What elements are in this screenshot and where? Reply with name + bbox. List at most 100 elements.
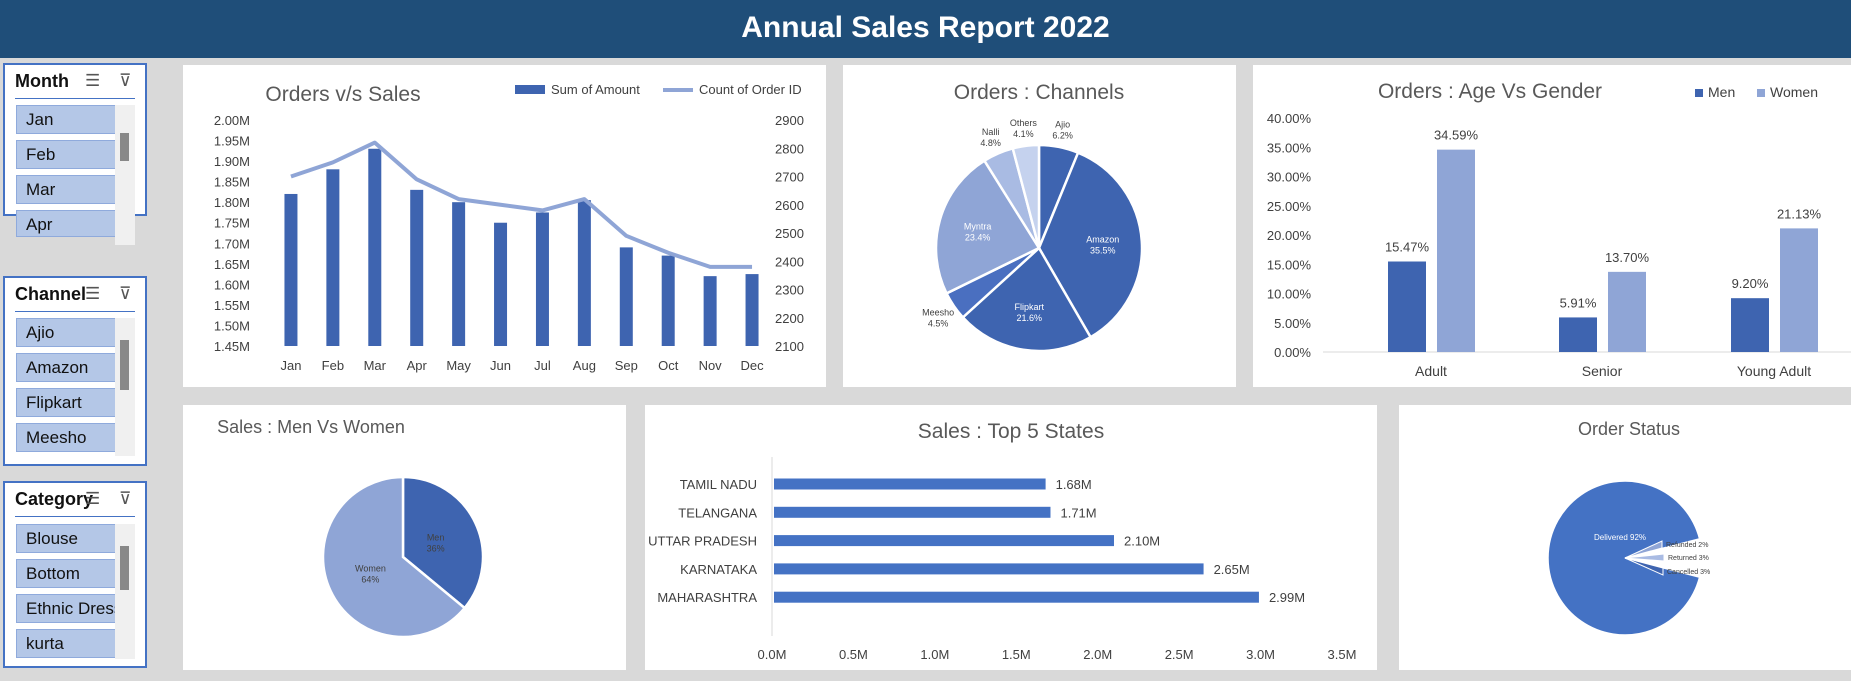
clear-filter-icon[interactable]: ⊽ [119,284,132,303]
x-tick-label: 2.0M [1083,647,1112,662]
top-states-chart: Sales : Top 5 States 0.0M 0.5M 1.0M 1.5M 2.0M… [648,420,1357,662]
slicer-item-meesho[interactable]: Meesho [16,423,134,452]
bar-sum-of-amount [452,202,466,346]
right-tick-label: 2700 [775,170,804,185]
x-tick-label: Jun [490,358,511,373]
scrollbar-thumb[interactable] [120,133,129,161]
right-tick-label: 2400 [775,254,804,269]
order-status-chart: Order Status Delivered 92% Refunded 2% Retu… [1547,419,1710,636]
bar-men [1559,317,1597,352]
y-tick-label: 0.00% [1274,345,1311,360]
x-tick-label: Young Adult [1737,363,1811,379]
slicer-scrollbar[interactable] [115,318,135,456]
month-slicer-title: Month [15,71,69,91]
bar-sum-of-amount [326,169,340,346]
left-tick-label: 1.65M [214,257,250,272]
left-tick-label: 1.75M [214,216,250,231]
age-vs-gender-panel: Orders : Age Vs Gender Men Women 40.00% 35.0… [1253,65,1851,387]
scrollbar-thumb[interactable] [120,340,129,390]
slice-percent: 6.2% [1052,130,1073,140]
line-count-of-order-id [290,140,753,269]
slicer-item-ethnic-dress[interactable]: Ethnic Dress [16,594,134,623]
data-label: 15.47% [1385,240,1430,255]
slicer-item-kurta[interactable]: kurta [16,629,134,658]
data-label: 34.59% [1434,128,1479,143]
clear-filter-icon[interactable]: ⊽ [119,489,132,508]
bar-women [1780,228,1818,352]
slicer-item-jan[interactable]: Jan [16,105,134,134]
legend-swatch-sum-of-amount [515,85,545,94]
slicer-item-ajio[interactable]: Ajio [16,318,134,347]
category-slicer[interactable]: Category ☰ ⊽ Blouse Bottom Ethnic Dress … [3,481,147,668]
month-slicer[interactable]: Month ☰ ⊽ Jan Feb Mar Apr [3,63,147,245]
multi-select-icon[interactable]: ☰ [85,489,101,508]
slicer-item-amazon[interactable]: Amazon [16,353,134,382]
y-tick-label: 20.00% [1267,228,1312,243]
slicer-item-bottom[interactable]: Bottom [16,559,134,588]
slice-label: Myntra [964,221,992,231]
top-states-panel: Sales : Top 5 States 0.0M 0.5M 1.0M 1.5M 2.0M… [645,405,1377,670]
y-tick-label: KARNATAKA [680,562,757,577]
slicer-item-flipkart[interactable]: Flipkart [16,388,134,417]
data-label: 5.91% [1560,295,1597,310]
slicer-item-apr[interactable]: Apr [16,210,134,237]
bar-men [1388,261,1426,352]
slice-percent: 4.1% [1013,129,1034,139]
bar-sum-of-amount [494,222,508,346]
slicer-scrollbar[interactable] [115,524,135,659]
slicer-scrollbar[interactable] [115,105,135,245]
chart-title: Orders : Channels [954,81,1124,104]
pie-slice-returned [1624,553,1665,562]
x-tick-label: Apr [407,358,428,373]
data-label: 9.20% [1732,276,1769,291]
left-tick-label: 1.60M [214,277,250,292]
multi-select-icon[interactable]: ☰ [85,71,101,90]
slice-percent: 4.8% [980,138,1001,148]
scrollbar-thumb[interactable] [120,546,129,590]
slice-percent: 64% [361,574,379,584]
pie-slice-delivered [1547,480,1701,636]
slicer-divider [15,516,135,517]
chart-title: Order Status [1578,419,1680,439]
slicer-item-blouse[interactable]: Blouse [16,524,134,553]
slice-percent: 23.4% [965,232,991,242]
pie-slice-cancelled [1624,557,1664,576]
sales-men-vs-women-panel: Sales : Men Vs Women Men 36% Women 64% [183,405,626,670]
bar-women [1437,149,1475,352]
left-tick-label: 1.45M [214,339,250,354]
slice-label: Returned 3% [1668,555,1709,562]
legend-label: Women [1770,84,1818,100]
slice-label: Flipkart [1014,302,1044,312]
clear-filter-icon[interactable]: ⊽ [119,71,132,90]
bar-sum-of-amount [284,193,298,346]
pie-slice-women [321,475,467,639]
multi-select-icon[interactable]: ☰ [85,284,101,303]
right-tick-label: 2100 [775,339,804,354]
channel-slicer[interactable]: Channel ☰ ⊽ Ajio Amazon Flipkart Meesho [3,276,147,466]
bar-men [1731,298,1769,352]
slice-label: Delivered 92% [1594,533,1646,542]
slice-label: Others [1010,118,1038,128]
x-tick-label: 1.0M [920,647,949,662]
left-tick-label: 1.55M [214,298,250,313]
bar-state [774,563,1204,575]
y-tick-label: TAMIL NADU [680,477,757,492]
bar-state [774,506,1051,518]
slice-label: Refunded 2% [1666,542,1708,549]
slice-label: Nalli [982,127,1000,137]
slicer-item-mar[interactable]: Mar [16,175,134,204]
y-tick-label: 30.00% [1267,170,1312,185]
right-tick-label: 2900 [775,113,804,128]
y-tick-label: 35.00% [1267,140,1312,155]
right-tick-label: 2600 [775,198,804,213]
left-tick-label: 1.85M [214,175,250,190]
legend-label: Sum of Amount [551,82,640,97]
left-tick-label: 1.80M [214,195,250,210]
x-tick-label: Nov [699,358,723,373]
x-tick-label: 3.5M [1328,647,1357,662]
legend-label: Men [1708,84,1735,100]
order-status-panel: Order Status Delivered 92% Refunded 2% Retu… [1399,405,1851,670]
left-tick-label: 1.50M [214,318,250,333]
slicer-item-feb[interactable]: Feb [16,140,134,169]
